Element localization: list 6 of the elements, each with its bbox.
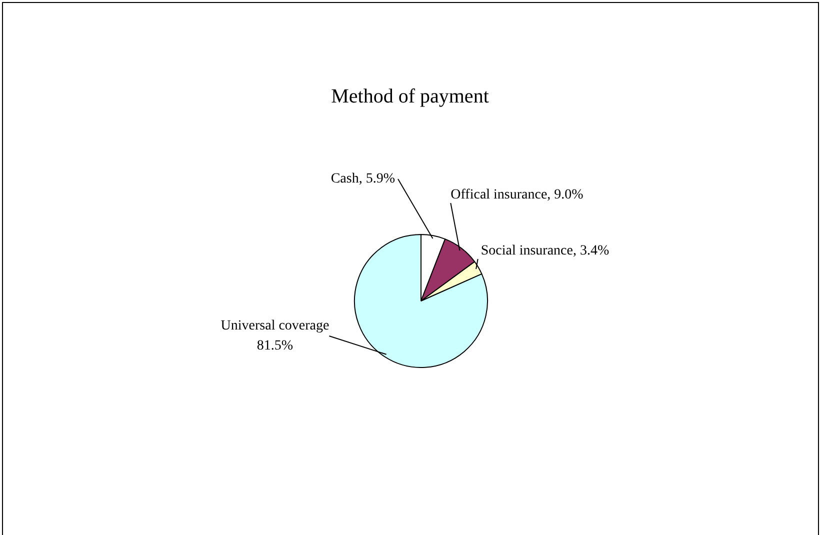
slice-label: Offical insurance, 9.0% xyxy=(450,188,584,203)
slice-label: Social insurance, 3.4% xyxy=(480,244,610,259)
slice-label: Cash, 5.9% xyxy=(330,172,396,187)
chart-title: Method of payment xyxy=(331,85,490,108)
slice-label: Universal coverage xyxy=(220,318,330,334)
data-label: 81.5% xyxy=(256,338,294,354)
